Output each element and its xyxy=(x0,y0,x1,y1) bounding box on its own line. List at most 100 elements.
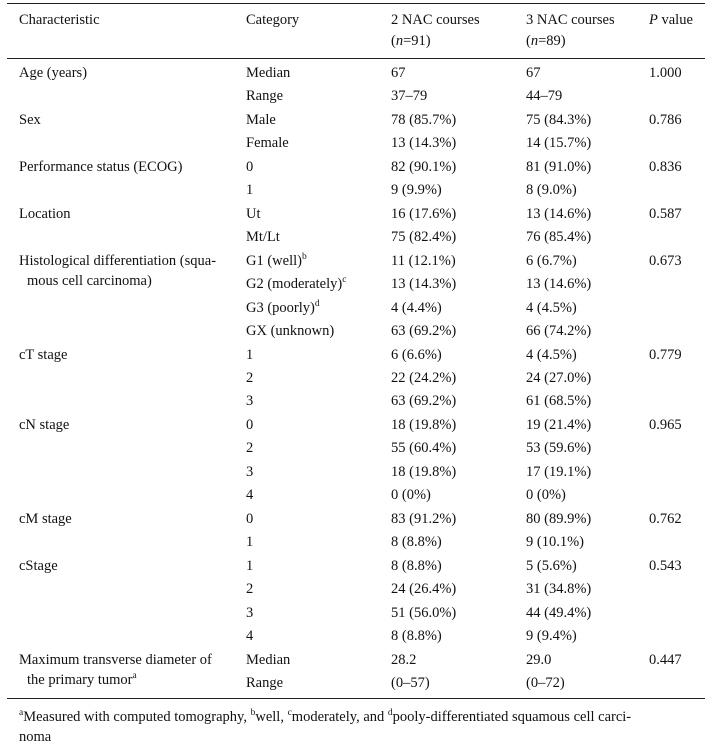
nac2-value: 8 (8.8%) xyxy=(391,557,442,574)
footnote-text: Measured with computed tomography, xyxy=(23,709,251,725)
nac3-value: 81 (91.0%) xyxy=(526,158,592,175)
category: Median xyxy=(246,651,291,668)
nac2-value: 67 xyxy=(391,65,406,81)
footnote-mark: b xyxy=(301,251,307,262)
footnote-mark: b xyxy=(250,708,256,718)
nac2-value: 11 (12.1%) xyxy=(391,252,456,269)
footnote-text: moderately, and xyxy=(291,709,388,725)
category: G1 (well)b xyxy=(246,251,307,269)
header-characteristic: Characteristic xyxy=(19,12,100,28)
nac3-value: 17 (19.1%) xyxy=(526,463,592,480)
characteristic: Location xyxy=(19,205,71,222)
category: Male xyxy=(246,111,276,128)
category: 0 xyxy=(246,416,254,433)
nac3-value: 9 (10.1%) xyxy=(526,534,584,551)
nac2-value: 4 (4.4%) xyxy=(391,299,442,316)
p-value: 0.587 xyxy=(649,205,682,222)
category: 0 xyxy=(246,158,254,175)
p-symbol: P xyxy=(649,12,658,28)
category: G3 (poorly)d xyxy=(246,298,320,316)
nac3-value: 4 (4.5%) xyxy=(526,346,577,363)
nac3-value: 67 xyxy=(526,65,541,81)
characteristic: Maximum transverse diameter of xyxy=(19,651,212,668)
paren: ( xyxy=(526,33,531,49)
nac2-value: 6 (6.6%) xyxy=(391,346,442,363)
nac3-value: 19 (21.4%) xyxy=(526,416,592,433)
nac3-value: 66 (74.2%) xyxy=(526,323,592,340)
bottom-rule xyxy=(7,698,705,699)
nac2-value: 83 (91.2%) xyxy=(391,510,457,527)
p-value: 1.000 xyxy=(649,65,682,81)
nac2-value: 24 (26.4%) xyxy=(391,581,457,598)
category: GX (unknown) xyxy=(246,323,335,340)
nac3-value: 6 (6.7%) xyxy=(526,252,577,269)
paren: ( xyxy=(391,33,396,49)
nac2-value: 51 (56.0%) xyxy=(391,604,457,621)
nac3-value: 14 (15.7%) xyxy=(526,135,592,152)
category: 3 xyxy=(246,393,254,410)
nac2-value: 78 (85.7%) xyxy=(391,111,457,128)
nac2-value: 13 (14.3%) xyxy=(391,135,457,152)
p-value: 0.836 xyxy=(649,158,682,175)
nac3-value: 29.0 xyxy=(526,651,552,668)
nac3-value: 4 (4.5%) xyxy=(526,299,577,316)
p-value: 0.447 xyxy=(649,651,682,668)
footnote: aMeasured with computed tomography, bwel… xyxy=(19,708,631,728)
nac2-value: 13 (14.3%) xyxy=(391,276,457,293)
footnote-mark: d xyxy=(387,708,393,718)
nac3-value: 9 (9.4%) xyxy=(526,628,577,645)
n-symbol: n xyxy=(395,33,404,49)
nac2-value: 28.2 xyxy=(391,651,417,668)
nac3-value: 80 (89.9%) xyxy=(526,510,592,527)
nac3-value: 13 (14.6%) xyxy=(526,276,592,293)
footnote-mark: c xyxy=(287,708,292,718)
nac3-value: 75 (84.3%) xyxy=(526,111,592,128)
category: Range xyxy=(246,674,284,691)
category: Female xyxy=(246,135,289,152)
characteristic: Performance status (ECOG) xyxy=(19,158,183,175)
nac2-value: 82 (90.1%) xyxy=(391,158,457,175)
characteristic: the primary tumora xyxy=(27,670,137,688)
nac3-value: 76 (85.4%) xyxy=(526,229,592,246)
nac3-value: 13 (14.6%) xyxy=(526,205,592,222)
nac2-value: 0 (0%) xyxy=(391,487,431,504)
nac3-value: 44–79 xyxy=(526,88,563,105)
nac3-value: (0–72) xyxy=(526,674,565,691)
characteristic: cT stage xyxy=(19,346,68,363)
footnote-text: well, xyxy=(255,709,288,725)
characteristic: cN stage xyxy=(19,416,70,433)
footnote-mark: c xyxy=(342,275,347,286)
p-value: 0.965 xyxy=(649,416,682,433)
nac3-value: 53 (59.6%) xyxy=(526,440,592,457)
category: 2 xyxy=(246,440,254,457)
nac2-value: 37–79 xyxy=(391,88,428,105)
footnote-mark: a xyxy=(19,708,24,718)
n-value: =89) xyxy=(538,33,566,49)
characteristic: Age (years) xyxy=(19,65,88,81)
category: 3 xyxy=(246,463,254,480)
category: G2 (moderately)c xyxy=(246,275,347,293)
category: 0 xyxy=(246,510,254,527)
n-symbol: n xyxy=(530,33,539,49)
characteristic: mous cell carcinoma) xyxy=(27,272,152,289)
p-value: 0.543 xyxy=(649,557,682,574)
header-n: (n=89) xyxy=(526,32,566,50)
category: 1 xyxy=(246,346,254,363)
nac3-value: 31 (34.8%) xyxy=(526,581,592,598)
characteristic: Sex xyxy=(19,111,41,128)
p-value: 0.762 xyxy=(649,510,682,527)
p-label: value xyxy=(657,12,693,28)
header-n: (n=91) xyxy=(391,32,431,50)
p-value: 0.673 xyxy=(649,252,682,269)
footnote-text: noma xyxy=(19,729,52,745)
nac2-value: 16 (17.6%) xyxy=(391,205,457,222)
nac3-value: 61 (68.5%) xyxy=(526,393,592,410)
nac3-value: 44 (49.4%) xyxy=(526,604,592,621)
category: 4 xyxy=(246,628,254,645)
category: Range xyxy=(246,88,284,105)
nac2-value: 63 (69.2%) xyxy=(391,323,457,340)
nac2-value: 22 (24.2%) xyxy=(391,369,457,386)
category: 4 xyxy=(246,487,254,504)
header-group: 2 NAC courses xyxy=(391,12,480,28)
